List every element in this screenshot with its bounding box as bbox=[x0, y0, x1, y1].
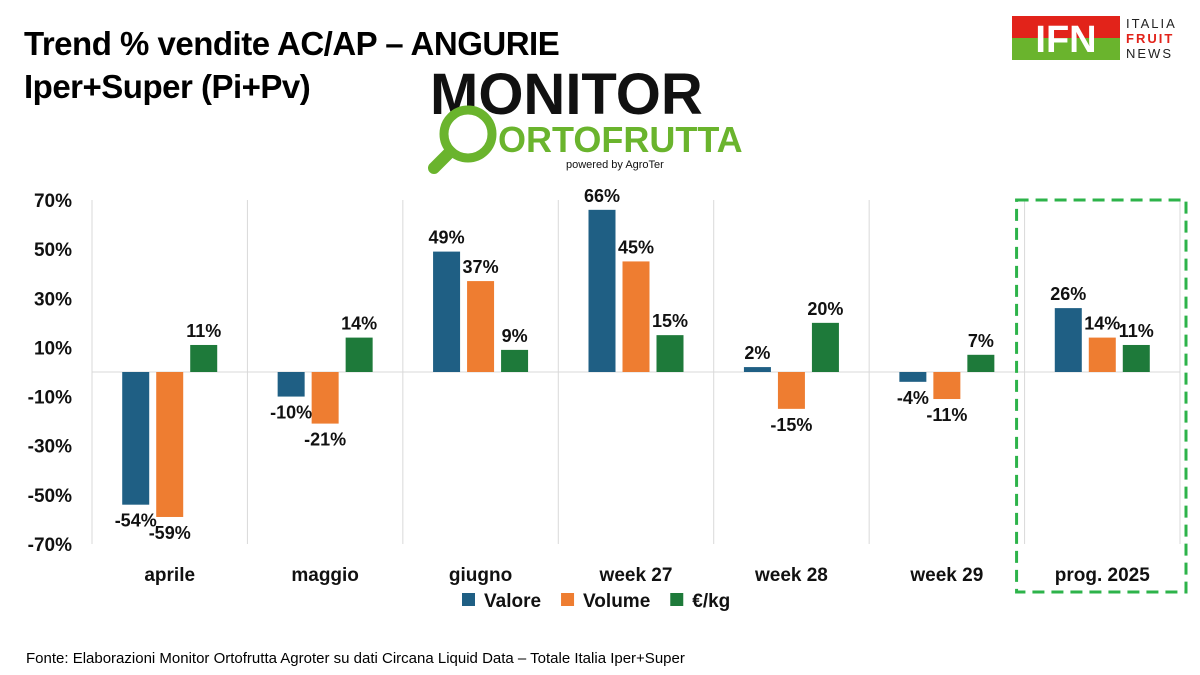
data-labels: -54%-59% 11% -10% -21% 14% 49% 37% 9% 66% 45% 15% 2… bbox=[115, 186, 1154, 543]
bar-kg-giugno bbox=[501, 349, 529, 372]
highlight-box-border bbox=[1015, 198, 1188, 594]
data-label-valore-week-29: -4% bbox=[897, 388, 929, 408]
data-label-kg-aprile: 11% bbox=[186, 321, 221, 341]
data-label-kg-week-27: 15% bbox=[652, 311, 688, 331]
data-label-volume-maggio: -21% bbox=[304, 430, 346, 450]
bar-kg-week-28 bbox=[811, 322, 839, 372]
data-label-valore-week-28: 2% bbox=[744, 343, 770, 363]
legend-label-kg: €/kg bbox=[692, 591, 730, 612]
data-label-volume-week-27: 45% bbox=[618, 237, 654, 257]
monitor-ortofrutta-logo: MONITOR ORTOFRUTTA powered by AgroTer bbox=[428, 62, 743, 174]
bar-kg-week-27 bbox=[656, 335, 684, 372]
source-footnote: Fonte: Elaborazioni Monitor Ortofrutta A… bbox=[26, 650, 685, 667]
bar-valore-maggio bbox=[277, 372, 305, 397]
x-tick-label-giugno: giugno bbox=[449, 565, 512, 586]
data-label-volume-prog-2025: 14% bbox=[1084, 314, 1120, 334]
legend-swatch-volume bbox=[561, 593, 575, 606]
data-label-kg-giugno: 9% bbox=[502, 326, 528, 346]
ifn-logo-band-red bbox=[1012, 16, 1120, 38]
x-tick-label-maggio: maggio bbox=[291, 565, 359, 586]
ifn-line-2: FRUIT bbox=[1126, 31, 1174, 46]
title-line-1: Trend % vendite AC/AP – ANGURIE bbox=[24, 25, 560, 62]
bar-volume-maggio bbox=[311, 372, 339, 424]
bar-volume-giugno bbox=[467, 281, 495, 372]
y-tick-label: 50% bbox=[34, 240, 72, 261]
ifn-mark: IFN bbox=[1035, 19, 1096, 61]
y-tick-label: -70% bbox=[28, 535, 72, 556]
legend: Valore Volume €/kg bbox=[462, 591, 730, 612]
bar-kg-week-29 bbox=[967, 354, 995, 372]
data-label-kg-prog-2025: 11% bbox=[1119, 321, 1154, 341]
bar-valore-week-29 bbox=[899, 372, 927, 382]
logo-monitor-word: MONITOR bbox=[430, 62, 703, 127]
data-label-volume-giugno: 37% bbox=[463, 257, 499, 277]
data-label-valore-prog-2025: 26% bbox=[1050, 284, 1086, 304]
bar-kg-prog-2025 bbox=[1122, 344, 1150, 372]
data-label-kg-maggio: 14% bbox=[341, 314, 377, 334]
italia-fruit-news-logo: IFN ITALIA FRUIT NEWS bbox=[1012, 16, 1177, 61]
chart-title: Trend % vendite AC/AP – ANGURIE Iper+Sup… bbox=[24, 22, 560, 108]
y-tick-label: 10% bbox=[34, 338, 72, 359]
bar-valore-week-27 bbox=[588, 209, 616, 372]
data-label-valore-aprile: -54% bbox=[115, 511, 157, 531]
data-label-volume-week-29: -11% bbox=[926, 405, 967, 425]
x-tick-label-week-29: week 29 bbox=[909, 565, 983, 586]
legend-label-valore: Valore bbox=[484, 591, 541, 612]
data-label-valore-giugno: 49% bbox=[429, 228, 465, 248]
ifn-line-1: ITALIA bbox=[1126, 16, 1177, 31]
bar-valore-aprile bbox=[122, 372, 150, 505]
logo-powered-by: powered by AgroTer bbox=[566, 159, 664, 171]
data-label-volume-week-28: -15% bbox=[770, 415, 812, 435]
data-label-kg-week-29: 7% bbox=[968, 331, 994, 351]
data-label-volume-aprile: -59% bbox=[149, 523, 191, 543]
bar-kg-maggio bbox=[345, 337, 373, 372]
bar-chart: 70% 50% 30% 10% -10% -30% -50% -70% -54%-59% 11%… bbox=[28, 186, 1188, 612]
y-axis: 70% 50% 30% 10% -10% -30% -50% -70% bbox=[28, 191, 72, 556]
data-label-valore-week-27: 66% bbox=[584, 186, 620, 206]
magnifier-icon bbox=[439, 105, 497, 163]
x-tick-label-prog-2025: prog. 2025 bbox=[1055, 565, 1150, 586]
x-tick-label-week-28: week 28 bbox=[754, 565, 828, 586]
legend-swatch-kg bbox=[670, 593, 684, 606]
legend-swatch-valore bbox=[462, 593, 475, 606]
x-axis: aprile maggio giugno week 27 week 28 week 29 p… bbox=[144, 565, 1150, 586]
y-tick-label: -50% bbox=[28, 486, 72, 507]
highlight-box bbox=[1015, 198, 1188, 594]
bar-valore-prog-2025 bbox=[1054, 308, 1082, 372]
title-line-2: Iper+Super (Pi+Pv) bbox=[24, 68, 311, 105]
bar-volume-week-28 bbox=[777, 372, 805, 409]
magnifier-handle bbox=[428, 146, 456, 174]
x-tick-label-aprile: aprile bbox=[144, 565, 195, 586]
chart-bars bbox=[122, 209, 1150, 517]
logo-ortofrutta-word: ORTOFRUTTA bbox=[498, 119, 743, 160]
bar-volume-week-29 bbox=[933, 372, 961, 400]
bar-volume-aprile bbox=[156, 372, 184, 517]
ifn-line-3: NEWS bbox=[1126, 46, 1173, 61]
data-label-valore-maggio: -10% bbox=[270, 403, 312, 423]
bar-valore-week-28 bbox=[743, 367, 771, 372]
y-tick-label: 30% bbox=[34, 289, 72, 310]
bar-kg-aprile bbox=[190, 344, 218, 372]
bar-volume-week-27 bbox=[622, 261, 650, 372]
y-tick-label: -10% bbox=[28, 388, 72, 409]
bar-valore-giugno bbox=[433, 251, 461, 372]
bar-volume-prog-2025 bbox=[1088, 337, 1116, 372]
legend-label-volume: Volume bbox=[583, 591, 650, 612]
x-tick-label-week-27: week 27 bbox=[599, 565, 673, 586]
y-tick-label: -30% bbox=[28, 437, 72, 458]
data-label-kg-week-28: 20% bbox=[807, 299, 843, 319]
y-tick-label: 70% bbox=[34, 191, 72, 212]
